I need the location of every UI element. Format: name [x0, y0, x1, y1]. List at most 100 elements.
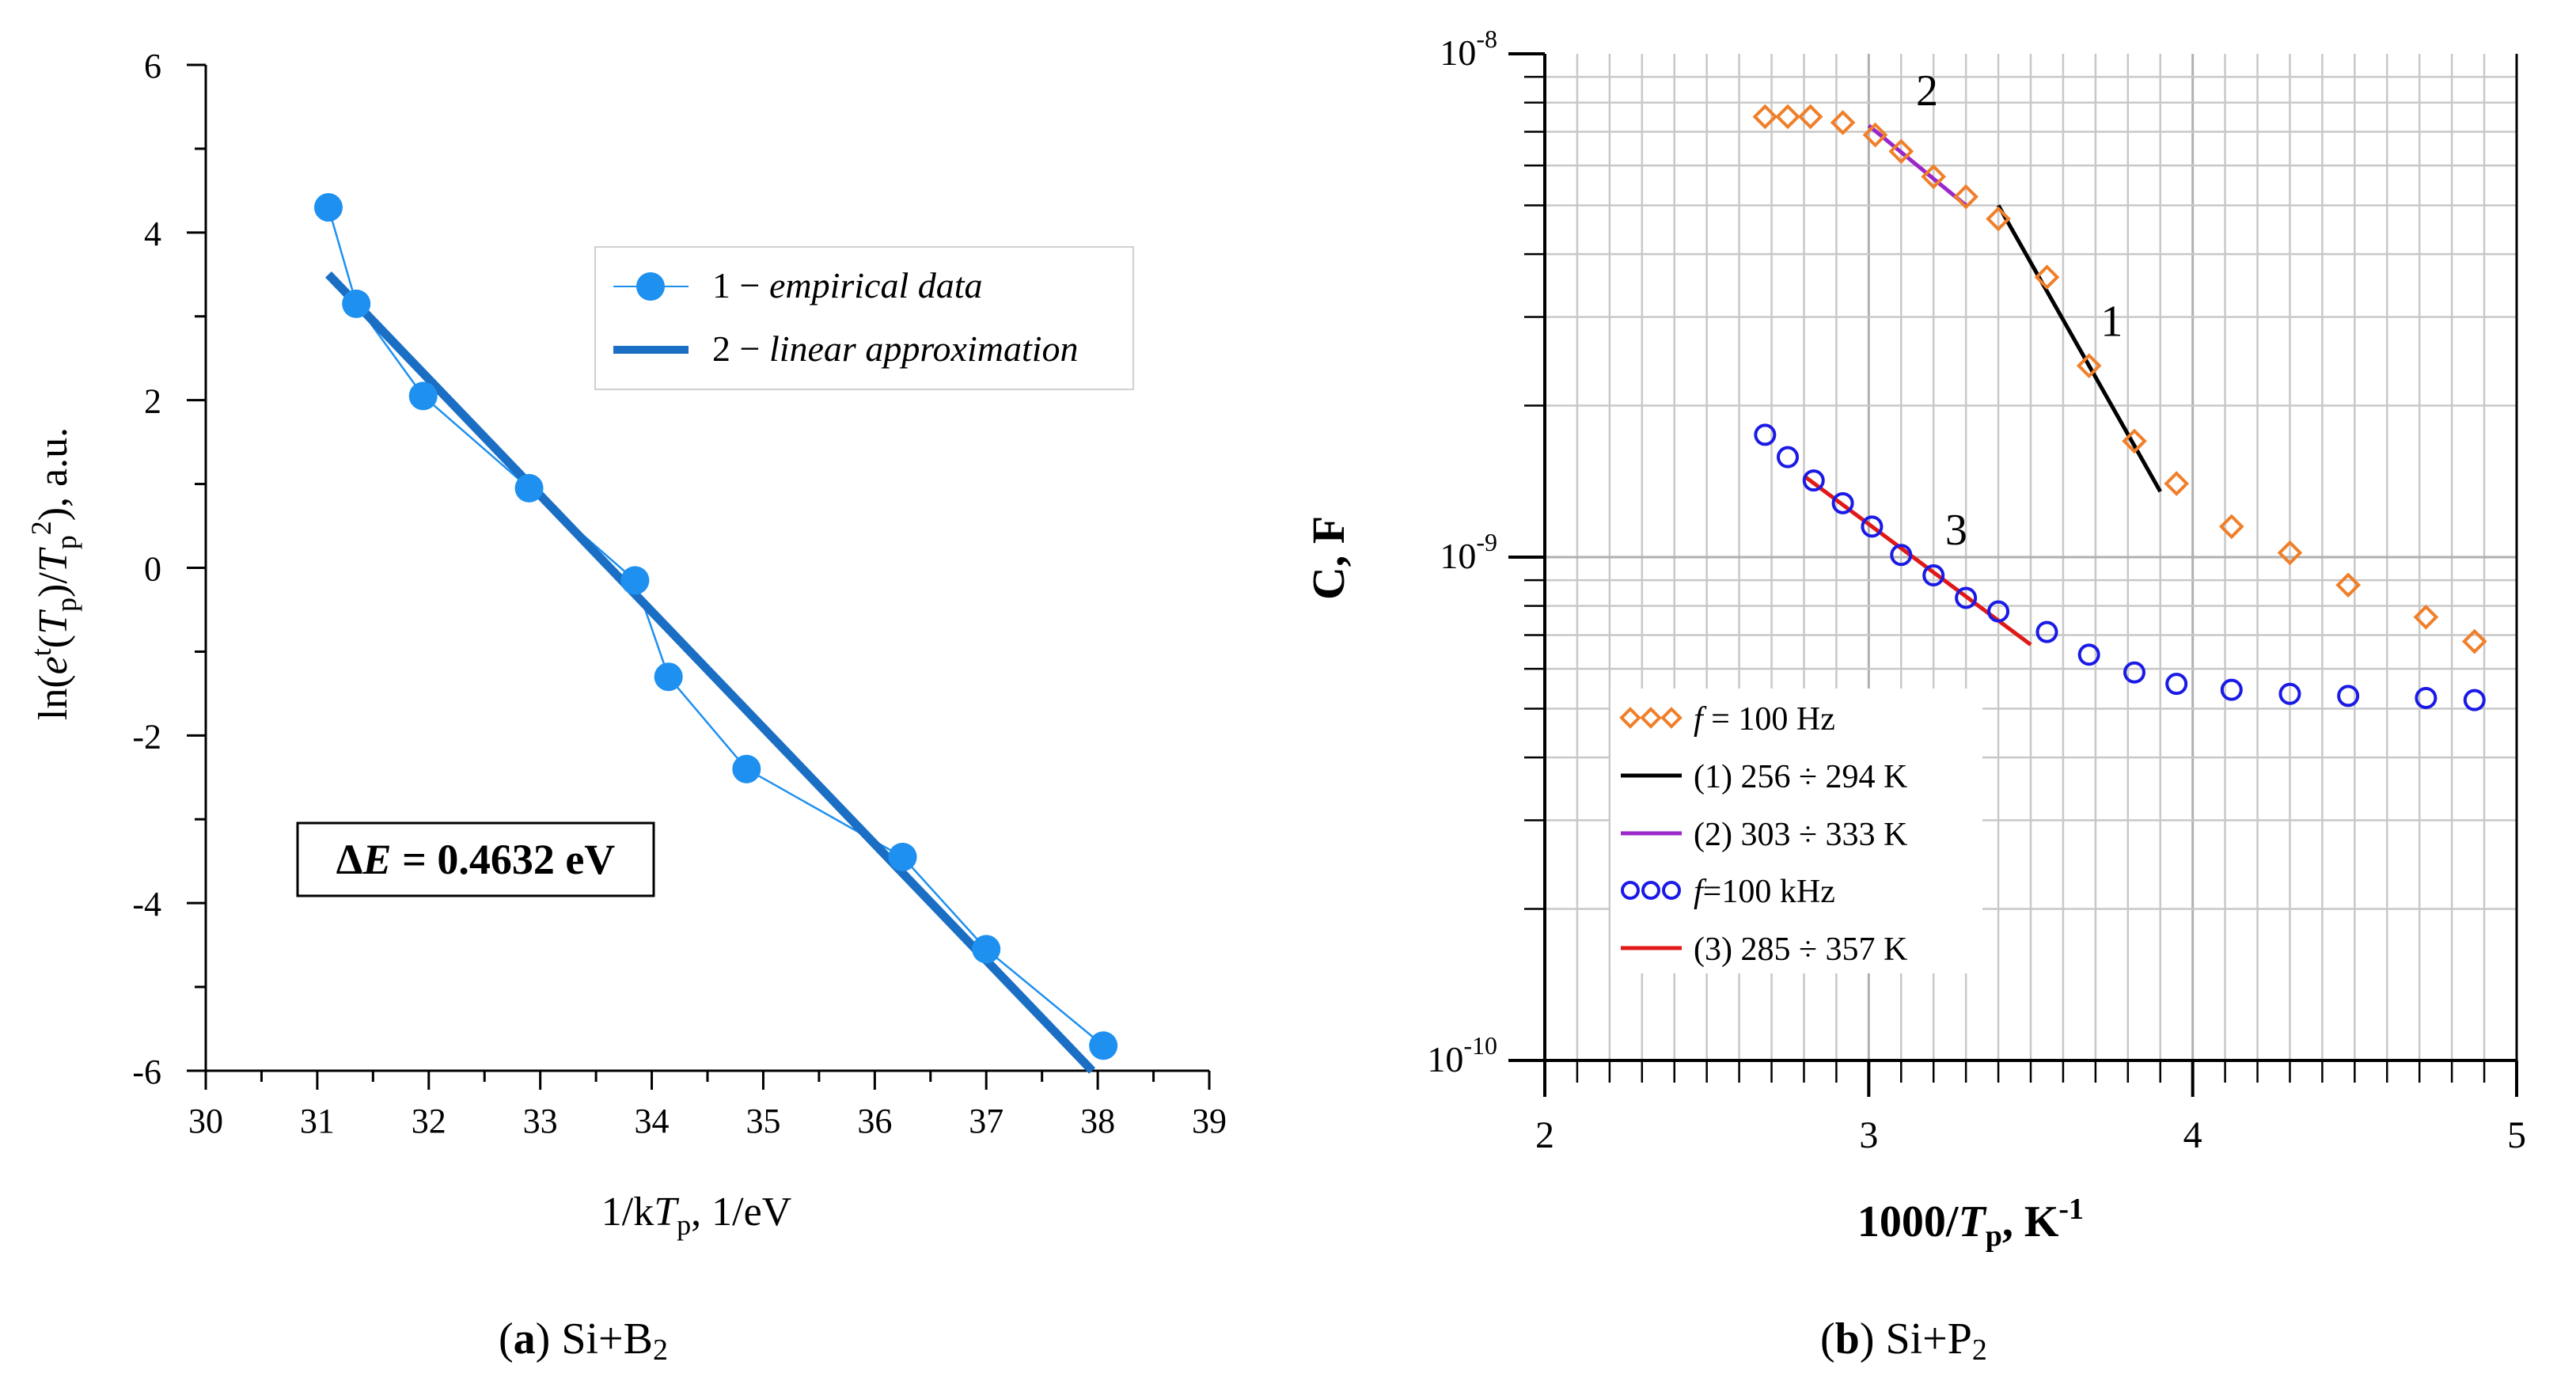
x-tick-label: 37 — [969, 1102, 1003, 1140]
fit-line — [1867, 123, 1967, 207]
data-point-100hz — [1862, 122, 1888, 148]
data-point-100hz — [1797, 104, 1823, 130]
legend-marker-diamond — [1660, 707, 1683, 729]
data-point-100hz — [1986, 206, 2011, 232]
curve-label: 1 — [2100, 298, 2123, 347]
empirical-data-point — [972, 935, 1001, 964]
data-point-100khz — [1802, 469, 1825, 492]
data-point-100khz — [2077, 643, 2100, 666]
chart-a-y-ticks: -6 -4 -2 0 2 4 6 — [132, 47, 206, 1091]
data-point-100khz — [1754, 423, 1777, 446]
y-tick-label: -2 — [132, 717, 161, 756]
data-point-100khz — [1861, 515, 1884, 538]
chart-panel-a: 30 31 32 33 34 35 36 37 38 39 -6 -4 -2 0 2 4 6 1/kTp, 1… — [0, 0, 1266, 1396]
y-tick-label: 6 — [144, 47, 161, 85]
data-point-100hz — [1921, 164, 1947, 190]
svg-text:f=100 kHz: f=100 kHz — [1694, 874, 1835, 910]
data-point-100khz — [2337, 685, 2360, 707]
data-point-100khz — [2463, 689, 2486, 711]
data-point-100khz — [2123, 661, 2145, 684]
svg-text:ΔE = 0.4632 eV: ΔE = 0.4632 eV — [336, 836, 616, 883]
data-point-100hz — [2218, 514, 2244, 540]
data-point-100khz — [1922, 564, 1945, 587]
legend-item-100khz: f=100 kHz — [1621, 874, 1835, 910]
data-point-100khz — [1955, 586, 1978, 609]
y-tick-label: -4 — [132, 885, 161, 924]
chart-b-y-ticks: 10-8 10-9 10-10 — [1427, 25, 1545, 1079]
data-point-100khz — [1831, 491, 1854, 514]
data-point-100hz — [2076, 353, 2102, 379]
chart-b-x-axis-label: 1000/Tp, K-1 — [1857, 1193, 2084, 1253]
svg-text:1 − empirical data: 1 − empirical data — [712, 265, 983, 305]
y-tick-label: 2 — [144, 382, 161, 421]
x-tick-label: 36 — [857, 1102, 892, 1140]
chart-b-x-ticks: 2 3 4 5 — [1535, 1060, 2526, 1156]
data-point-100khz — [1987, 600, 2010, 623]
data-point-100hz — [2164, 471, 2190, 496]
svg-text:(3) 285 ÷ 357 K: (3) 285 ÷ 357 K — [1694, 931, 1907, 968]
legend-marker-diamond — [1640, 707, 1662, 729]
y-tick-label: 10-10 — [1427, 1031, 1497, 1079]
legend-item-curve-2: (2) 303 ÷ 333 K — [1621, 817, 1907, 853]
x-tick-label: 33 — [523, 1102, 558, 1140]
fit-line — [1802, 474, 2032, 647]
curve-label: 2 — [1916, 66, 1938, 116]
chart-b-grid — [1545, 54, 2517, 1060]
chart-a-svg: 30 31 32 33 34 35 36 37 38 39 -6 -4 -2 0 2 4 6 1/kTp, 1… — [25, 47, 1227, 1241]
x-tick-label: 31 — [300, 1102, 335, 1140]
empirical-data-point — [654, 662, 683, 692]
legend-marker-circle — [1641, 881, 1660, 900]
y-tick-label: 0 — [144, 550, 161, 589]
data-point-100hz — [2034, 264, 2060, 290]
data-point-100khz — [2415, 686, 2438, 709]
chart-a-legend: 1 − empirical data 2 − linear approximat… — [594, 246, 1134, 390]
legend-item-curve-1: (1) 256 ÷ 294 K — [1621, 759, 1907, 795]
series-empirical-line — [327, 207, 1104, 1047]
x-tick-label: 39 — [1192, 1102, 1227, 1140]
chart-b-caption: (b) Si+P2 — [1820, 1314, 1987, 1367]
data-point-100hz — [2335, 572, 2361, 598]
empirical-data-point — [514, 473, 544, 503]
data-point-100khz — [2035, 620, 2058, 643]
data-point-100hz — [1888, 138, 1914, 165]
data-point-100khz — [2278, 682, 2301, 705]
legend-item-empirical-data: 1 − empirical data — [613, 265, 983, 305]
legend-marker-diamond — [1619, 707, 1641, 729]
empirical-data-point — [313, 193, 343, 222]
data-point-100khz — [1890, 544, 1913, 567]
svg-text:f = 100 Hz: f = 100 Hz — [1694, 701, 1835, 738]
curve-label: 3 — [1945, 506, 1967, 555]
y-tick-label: -6 — [132, 1053, 161, 1091]
x-tick-label: 35 — [745, 1102, 780, 1140]
empirical-data-point — [408, 381, 438, 411]
data-point-100khz — [1777, 446, 1799, 468]
x-tick-label: 2 — [1535, 1114, 1554, 1156]
data-point-100hz — [1953, 184, 1978, 210]
empirical-data-point — [1089, 1031, 1118, 1060]
data-point-100hz — [1752, 104, 1778, 130]
x-tick-label: 4 — [2183, 1114, 2202, 1156]
chart-b-legend: f = 100 Hz (1) 256 ÷ 294 K (2) 303 ÷ 333… — [1610, 689, 1982, 973]
chart-b-series — [1752, 104, 2487, 711]
y-tick-label: 10-8 — [1440, 25, 1497, 73]
x-tick-label: 32 — [412, 1102, 446, 1140]
chart-a-activation-energy-annotation: ΔE = 0.4632 eV — [296, 821, 655, 897]
svg-text:(1) 256 ÷ 294 K: (1) 256 ÷ 294 K — [1694, 759, 1907, 795]
svg-text:2 − linear approximation: 2 − linear approximation — [712, 328, 1079, 369]
chart-b-svg: 2 3 4 5 10-8 10-9 10-10 2 1 3 1000/Tp, K-1 C, F… — [1303, 25, 2526, 1253]
x-tick-label: 30 — [188, 1102, 223, 1140]
data-point-100hz — [1775, 104, 1800, 130]
fit-line — [1996, 204, 2162, 493]
data-point-100hz — [2461, 628, 2487, 654]
chart-a-axes — [204, 65, 1209, 1072]
y-tick-label: 10-9 — [1440, 528, 1497, 576]
legend-item-linear-approximation: 2 − linear approximation — [613, 328, 1079, 369]
empirical-data-point — [888, 842, 917, 871]
x-tick-label: 38 — [1080, 1102, 1115, 1140]
chart-b-y-axis-label: C, F — [1303, 516, 1354, 600]
svg-text:(2) 303 ÷ 333 K: (2) 303 ÷ 333 K — [1694, 817, 1907, 853]
y-tick-label: 4 — [144, 214, 161, 253]
x-tick-label: 5 — [2507, 1114, 2526, 1156]
legend-item-curve-3: (3) 285 ÷ 357 K — [1621, 931, 1907, 968]
data-point-100khz — [2220, 678, 2243, 701]
